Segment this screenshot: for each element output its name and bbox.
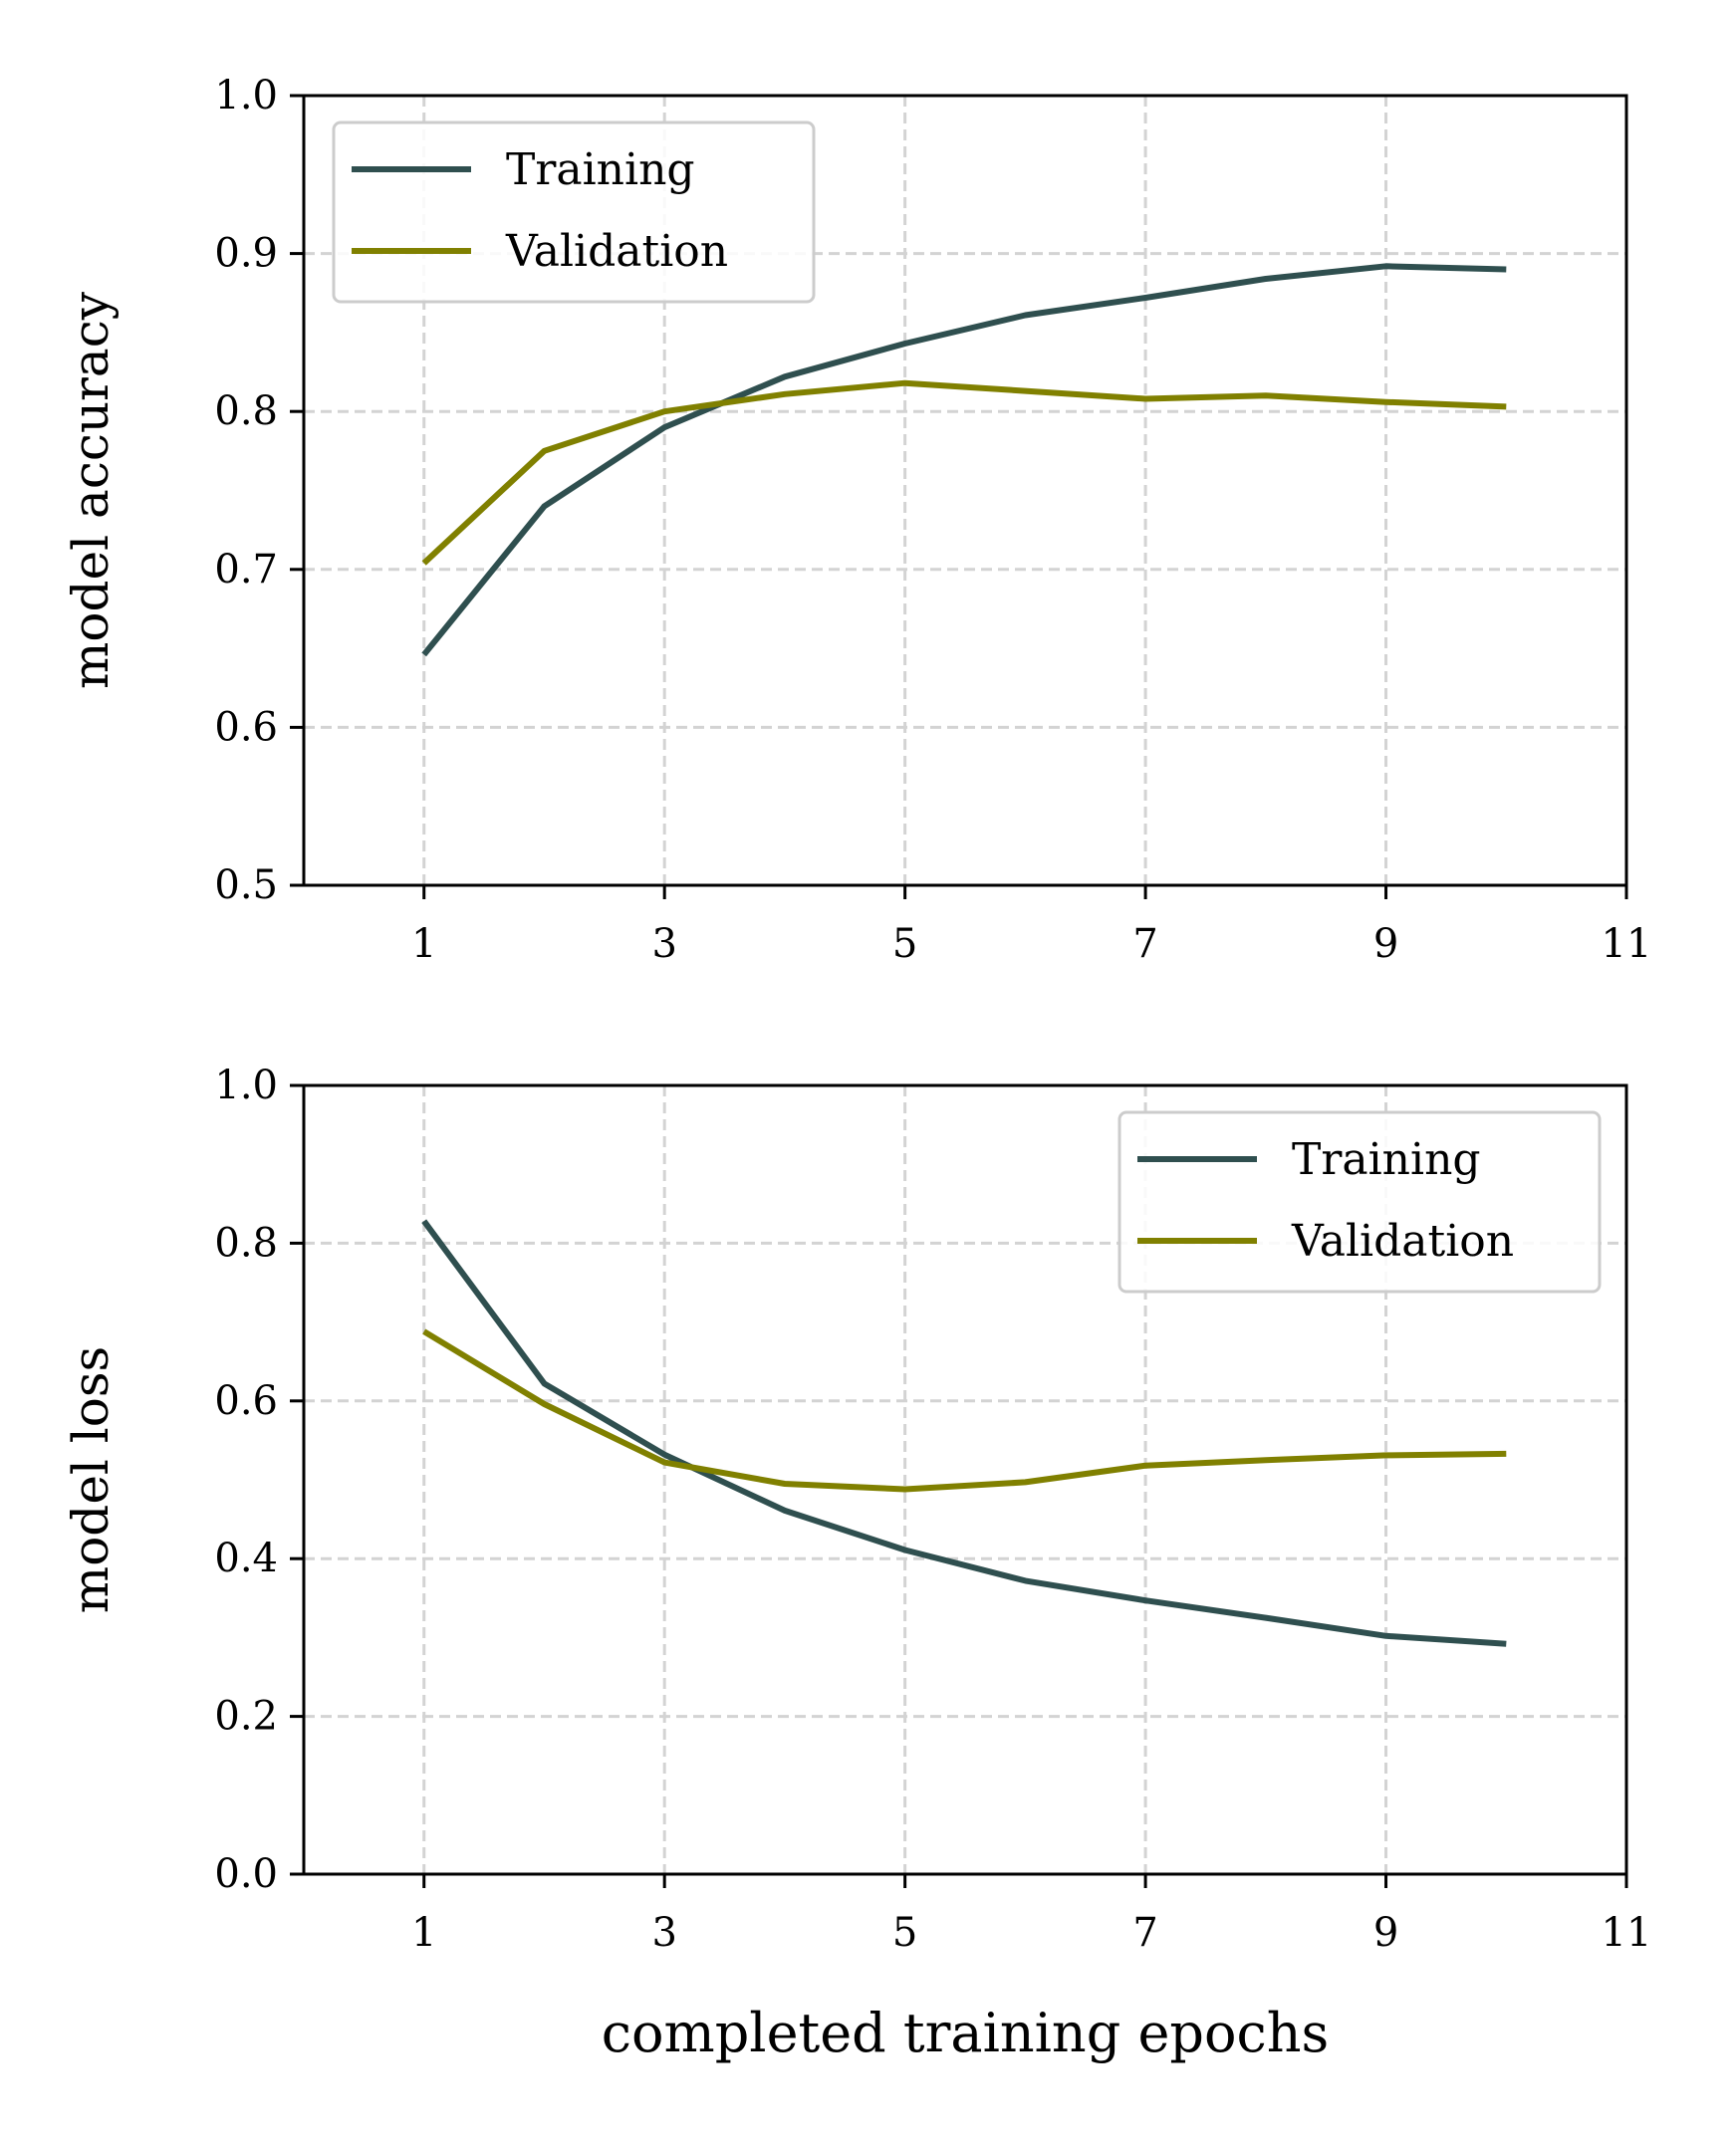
- x-tick-label: 3: [651, 1910, 676, 1956]
- legend-label-training: Training: [1292, 1134, 1481, 1185]
- legend-label-training: Training: [506, 144, 695, 195]
- loss-panel: 1 3 5 7 9 11 0.0 0.2 0.4 0.6 0.8 1.0 model loss Train…: [62, 1063, 1651, 1956]
- x-tick-label: 11: [1602, 1910, 1652, 1956]
- y-tick-label: 0.4: [214, 1536, 278, 1581]
- x-tick-label: 7: [1132, 1910, 1157, 1956]
- y-axis-label: model accuracy: [62, 291, 120, 689]
- series-line-training: [421, 263, 1507, 657]
- y-tick-label: 0.5: [214, 862, 278, 908]
- y-tick-label: 0.7: [214, 547, 278, 593]
- x-tick-label: 7: [1132, 921, 1157, 967]
- legend: Training Validation: [1117, 1110, 1602, 1294]
- series-line-validation: [422, 1328, 1507, 1493]
- y-tick-label: 0.9: [214, 231, 278, 277]
- series-line-validation: [421, 379, 1507, 566]
- axes-frame: [302, 94, 1628, 887]
- y-tick-label: 1.0: [214, 73, 278, 119]
- y-axis-label: model loss: [62, 1346, 120, 1613]
- series-line-training: [421, 1219, 1507, 1647]
- legend: Training Validation: [332, 120, 816, 304]
- x-axis-label: completed training epochs: [602, 2002, 1329, 2064]
- x-tick-label: 3: [651, 921, 676, 967]
- y-tick-label: 0.8: [214, 1220, 278, 1266]
- y-tick-label: 1.0: [214, 1063, 278, 1108]
- y-tick-label: 0.6: [214, 704, 278, 750]
- x-tick-label: 11: [1602, 921, 1652, 967]
- x-tick-label: 9: [1373, 1910, 1398, 1956]
- y-tick-label: 0.0: [214, 1851, 278, 1897]
- x-tick-label: 1: [411, 1910, 436, 1956]
- x-tick-label: 5: [892, 921, 917, 967]
- x-tick-label: 1: [411, 921, 436, 967]
- legend-label-validation: Validation: [505, 226, 728, 277]
- axes-frame: [302, 1083, 1628, 1876]
- y-tick-label: 0.2: [214, 1694, 278, 1740]
- x-tick-label: 5: [892, 1910, 917, 1956]
- x-tick-label: 9: [1373, 921, 1398, 967]
- y-tick-label: 0.6: [214, 1378, 278, 1424]
- legend-label-validation: Validation: [1291, 1216, 1514, 1267]
- accuracy-panel: 1 3 5 7 9 11 0.5 0.6 0.7 0.8 0.9 1.0 model accuracy T…: [62, 73, 1651, 967]
- y-tick-label: 0.8: [214, 388, 278, 434]
